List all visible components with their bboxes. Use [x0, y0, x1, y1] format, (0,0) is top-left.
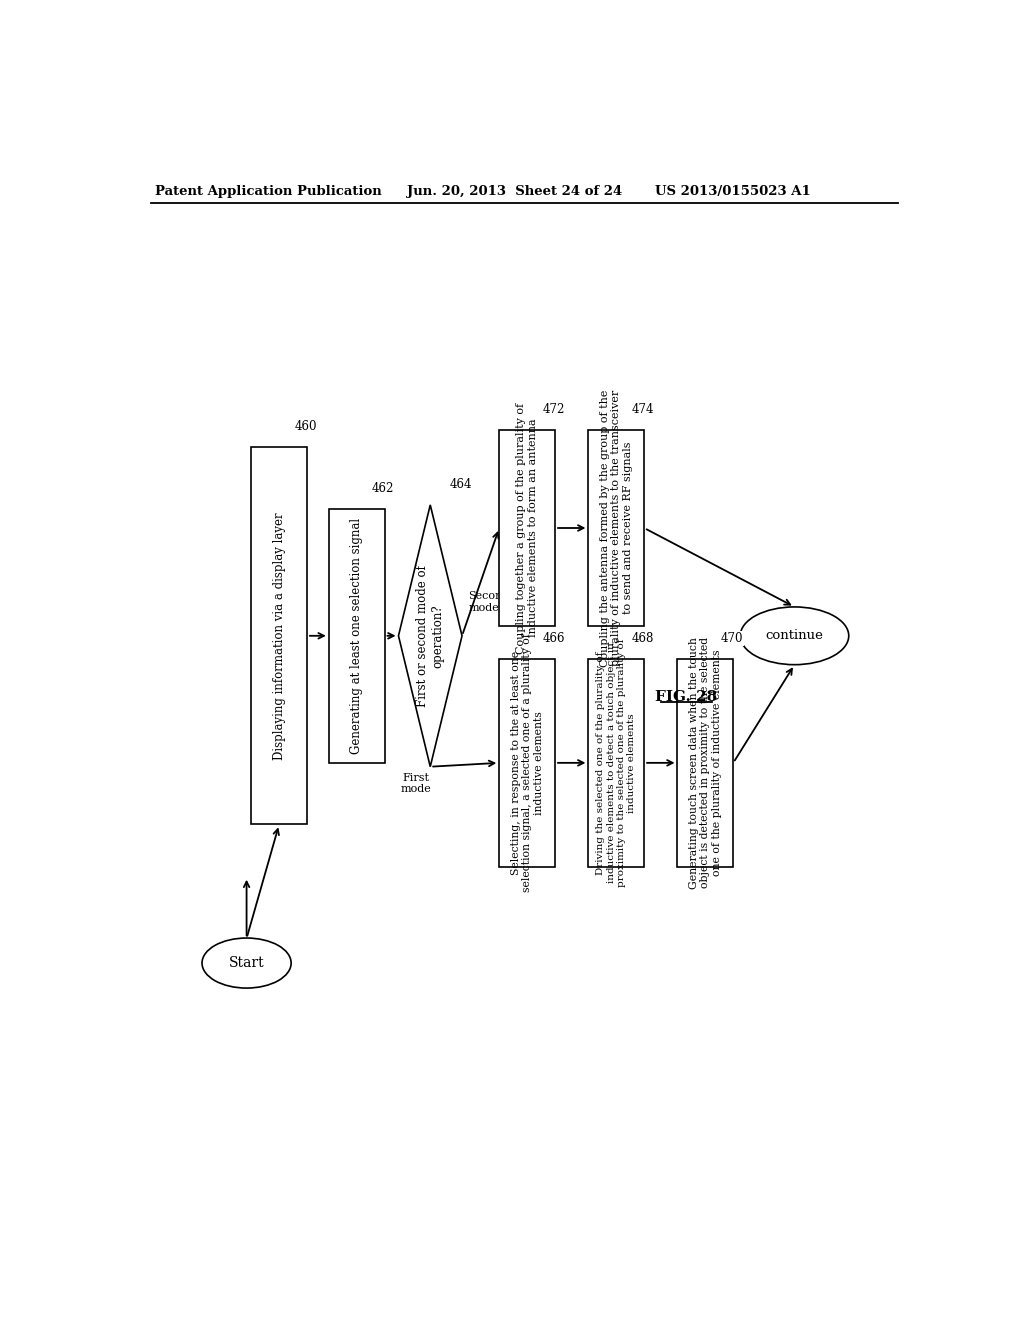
Text: 466: 466 — [543, 632, 564, 645]
Text: Start: Start — [228, 956, 264, 970]
Text: continue: continue — [766, 630, 823, 643]
Bar — [251, 447, 307, 825]
Polygon shape — [398, 506, 462, 767]
Bar — [329, 508, 385, 763]
Text: 468: 468 — [632, 632, 653, 645]
Text: Displaying information via a display layer: Displaying information via a display lay… — [272, 512, 286, 759]
Text: 470: 470 — [721, 632, 743, 645]
Text: Second
mode: Second mode — [468, 591, 510, 612]
Text: Generating at least one selection signal: Generating at least one selection signal — [350, 517, 364, 754]
Text: 474: 474 — [632, 403, 654, 416]
Text: 462: 462 — [372, 482, 394, 495]
Text: First
mode: First mode — [401, 774, 432, 795]
Ellipse shape — [202, 939, 291, 989]
Text: 460: 460 — [294, 420, 316, 433]
Text: FIG. 28: FIG. 28 — [655, 690, 717, 705]
Text: Patent Application Publication: Patent Application Publication — [155, 185, 382, 198]
Text: 464: 464 — [450, 478, 472, 491]
Text: Coupling together a group of the plurality of
inductive elements to form an ante: Coupling together a group of the plurali… — [516, 403, 538, 653]
Bar — [589, 659, 644, 867]
Text: Coupling the antenna formed by the group of the
plurality of inductive elements : Coupling the antenna formed by the group… — [600, 389, 633, 667]
Text: First or second mode of
operation?: First or second mode of operation? — [416, 565, 444, 706]
Text: US 2013/0155023 A1: US 2013/0155023 A1 — [655, 185, 811, 198]
Bar — [589, 430, 644, 626]
Ellipse shape — [740, 607, 849, 665]
Bar — [500, 430, 555, 626]
Text: 472: 472 — [543, 403, 564, 416]
Bar — [678, 659, 733, 867]
Text: Driving the selected one of the plurality of
inductive elements to detect a touc: Driving the selected one of the pluralit… — [596, 639, 636, 887]
Bar — [500, 659, 555, 867]
Text: Jun. 20, 2013  Sheet 24 of 24: Jun. 20, 2013 Sheet 24 of 24 — [407, 185, 623, 198]
Text: Generating touch screen data when the touch
object is detected in proximity to t: Generating touch screen data when the to… — [689, 638, 722, 888]
Text: Selecting, in response to the at least one
selection signal, a selected one of a: Selecting, in response to the at least o… — [511, 634, 544, 892]
